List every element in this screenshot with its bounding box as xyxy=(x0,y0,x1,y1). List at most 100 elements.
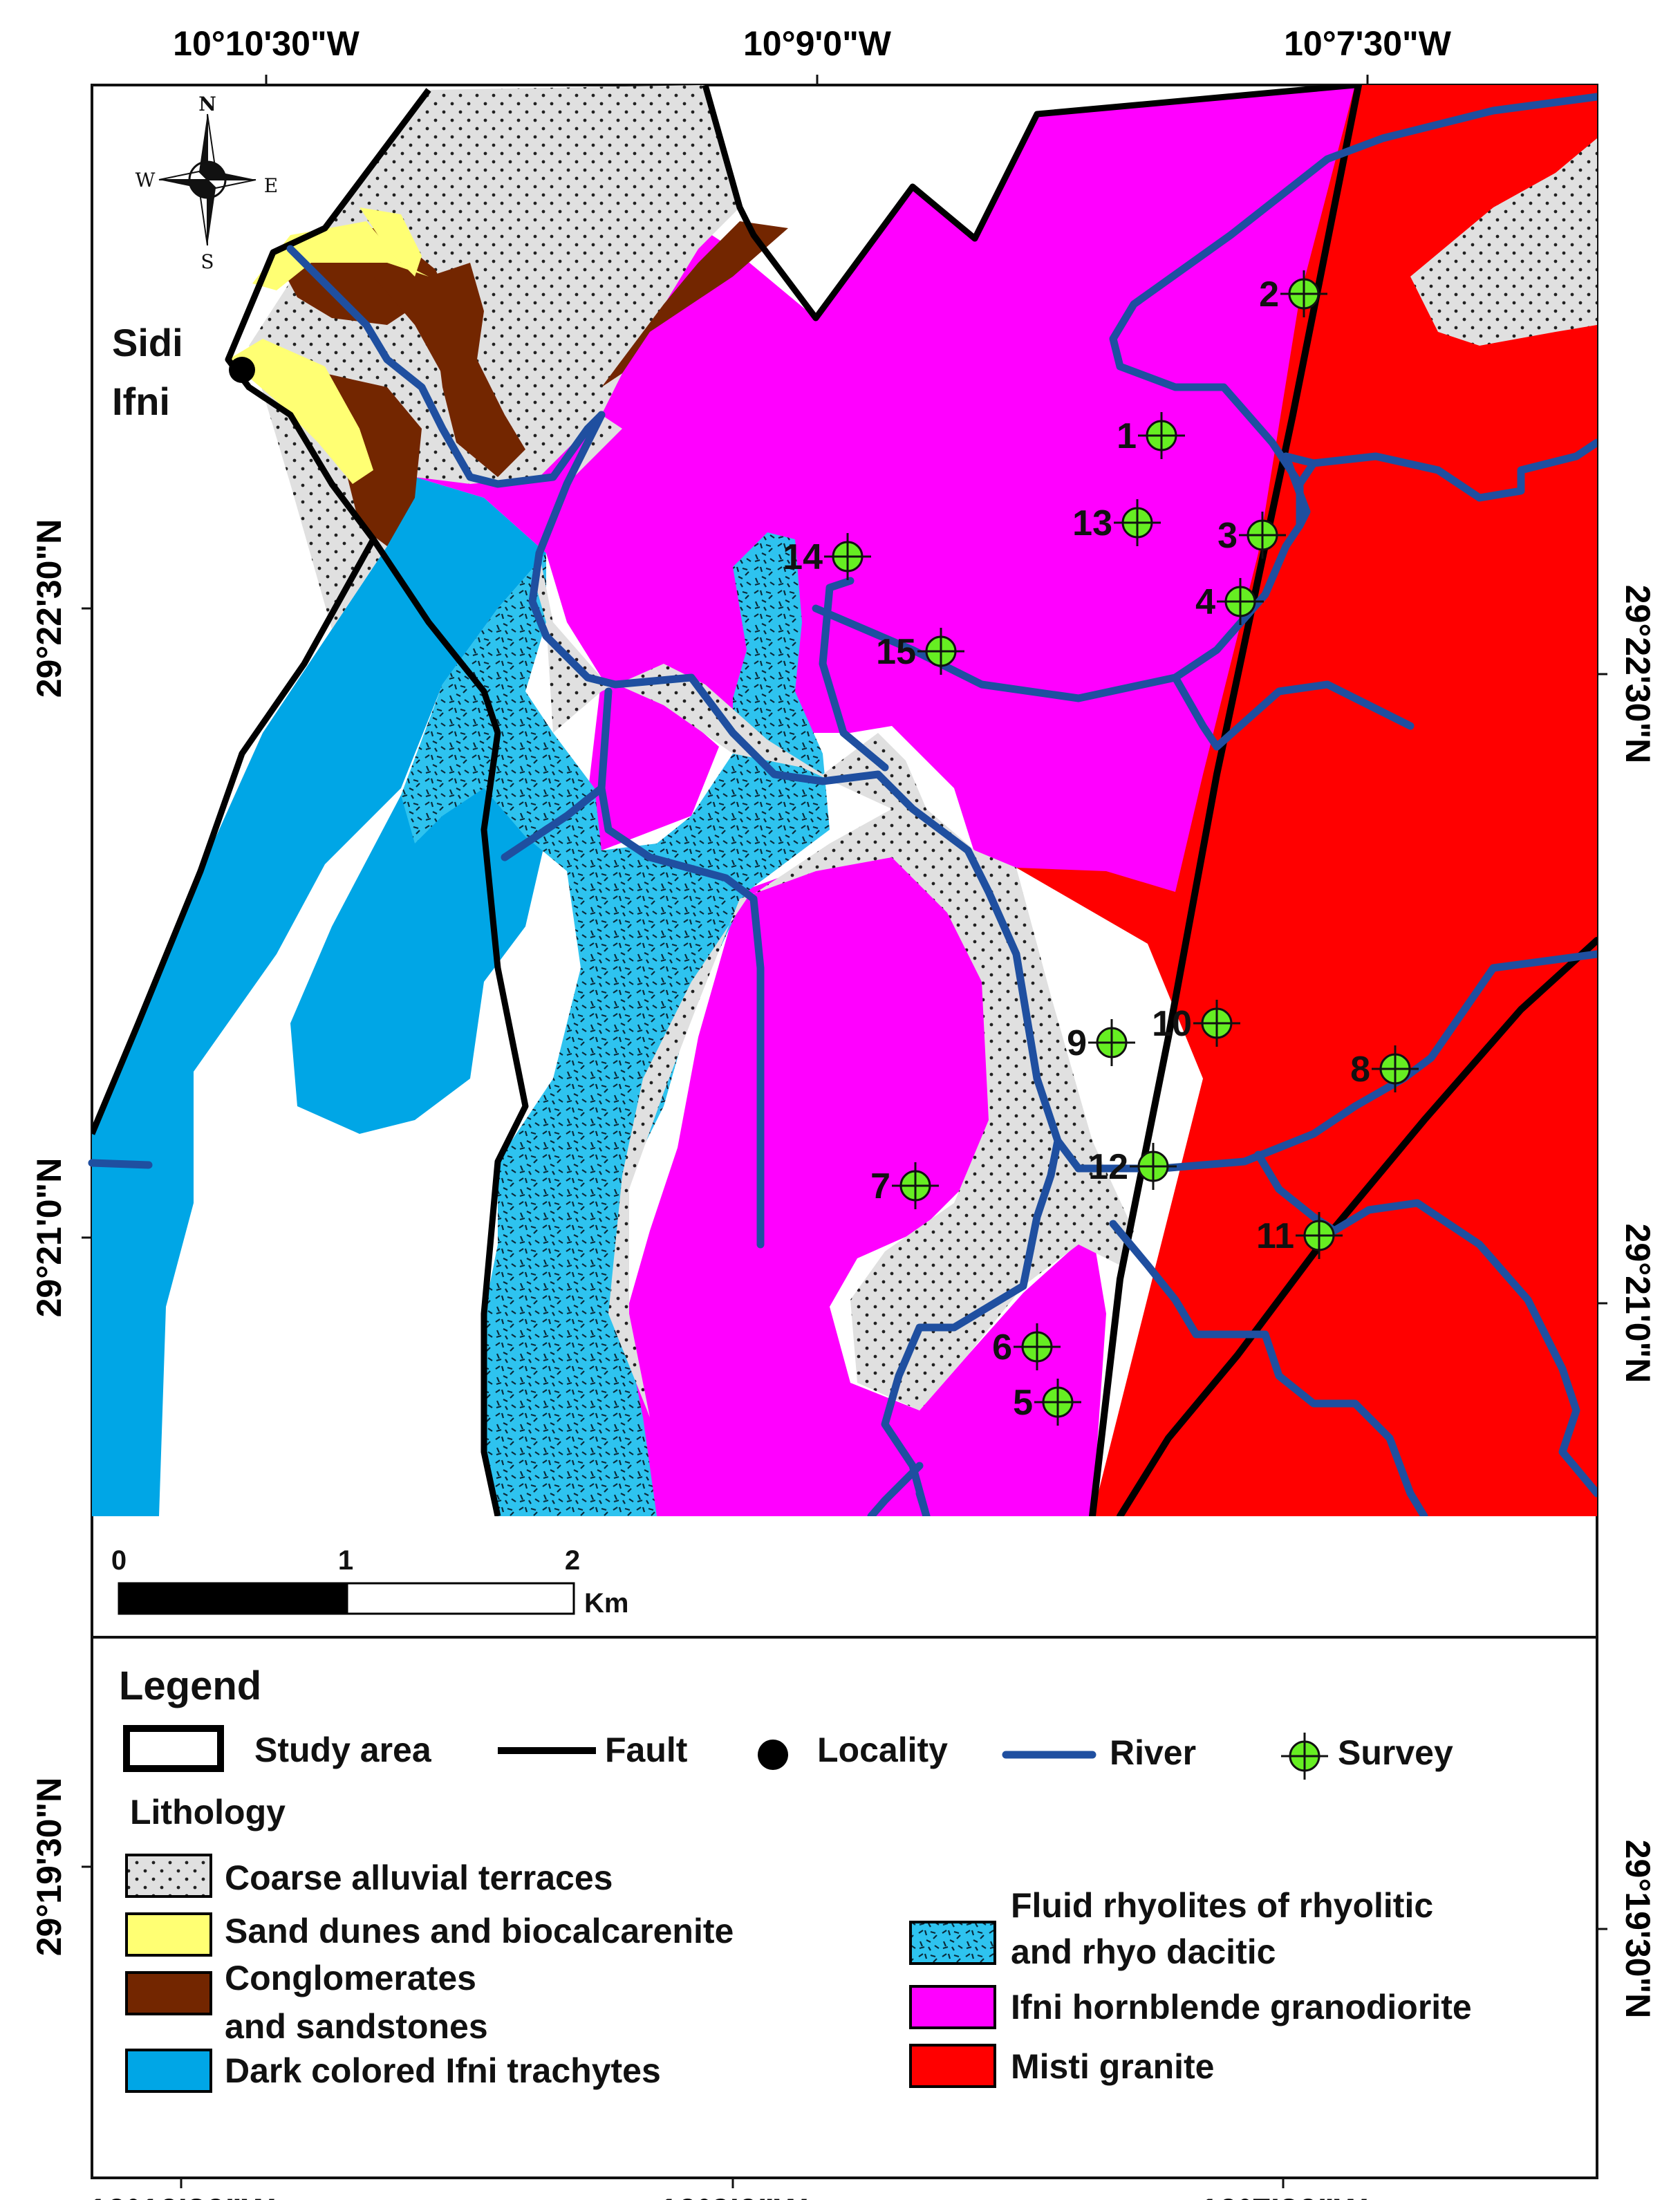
coord-left-3: 29°19'30"N xyxy=(30,1778,68,1957)
legend-label-conglomerates-2: and sandstones xyxy=(225,2007,488,2046)
legend-label-dunes: Sand dunes and biocalcarenite xyxy=(225,1912,734,1950)
unit-fluid-rhyolites xyxy=(401,532,830,1516)
legend-swatch-alluvial xyxy=(125,1854,212,1898)
coord-top-1: 10°10'30"W xyxy=(173,24,360,63)
survey-marker-11: 11 xyxy=(1256,1212,1343,1259)
river xyxy=(88,1159,153,1169)
survey-label-10: 10 xyxy=(1152,1004,1192,1044)
river xyxy=(1074,950,1597,1173)
scale-tick-0: 0 xyxy=(111,1545,127,1576)
unit-sand-dunes xyxy=(360,207,422,277)
river xyxy=(1282,452,1311,530)
survey-label-11: 11 xyxy=(1256,1216,1294,1256)
scale-tick-2: 2 xyxy=(565,1545,580,1576)
legend-label-alluvial: Coarse alluvial terraces xyxy=(225,1858,613,1897)
legend-label-trachytes: Dark colored Ifni trachytes xyxy=(225,2051,661,2090)
unit-conglomerates xyxy=(429,263,525,477)
coord-top-3: 10°7'30"W xyxy=(1284,24,1452,63)
unit-sand-dunes xyxy=(228,339,373,484)
legend-survey-label: Survey xyxy=(1338,1733,1453,1772)
river xyxy=(1109,93,1597,530)
coord-right-3: 29°19'30"N xyxy=(1618,1840,1657,2019)
coord-left-1: 29°22'30"N xyxy=(30,519,68,698)
legend-swatch-granite xyxy=(909,2044,996,2088)
river xyxy=(1282,438,1597,502)
survey-marker-5: 5 xyxy=(1013,1379,1081,1426)
survey-label-8: 8 xyxy=(1350,1050,1370,1090)
unit-misti-granite xyxy=(1016,85,1597,1516)
coord-bottom-3: 10°7'30"W xyxy=(1200,2192,1368,2200)
survey-label-14: 14 xyxy=(783,537,823,577)
survey-marker-3: 3 xyxy=(1217,512,1286,559)
legend-survey-swatch xyxy=(1281,1733,1328,1780)
survey-label-4: 4 xyxy=(1195,582,1215,622)
compass-n: N xyxy=(198,93,216,115)
legend-river-label: River xyxy=(1110,1733,1196,1772)
river xyxy=(501,687,613,861)
study-area-boundary xyxy=(329,482,529,1516)
river xyxy=(1213,680,1415,751)
legend-title: Legend xyxy=(119,1663,261,1708)
study-area-boundary xyxy=(702,85,1356,321)
survey-marker-1: 1 xyxy=(1117,412,1185,459)
river xyxy=(867,1462,924,1516)
legend-study-area-swatch xyxy=(123,1725,224,1772)
survey-marker-10: 10 xyxy=(1152,1000,1240,1047)
legend-label-rhyolites-2: and rhyo dacitic xyxy=(1011,1932,1276,1971)
coord-bottom-1: 10°10'30"W xyxy=(88,2192,274,2200)
legend-swatch-trachytes xyxy=(125,2049,212,2093)
survey-label-3: 3 xyxy=(1217,516,1238,556)
survey-marker-6: 6 xyxy=(992,1323,1061,1370)
legend-swatch-rhyolites xyxy=(909,1921,996,1965)
locality-label-line2: Ifni xyxy=(112,380,170,423)
compass-e: E xyxy=(264,174,278,197)
survey-marker-9: 9 xyxy=(1067,1019,1135,1066)
survey-label-5: 5 xyxy=(1013,1383,1033,1423)
coord-top-2: 10°9'0"W xyxy=(743,24,892,63)
river xyxy=(915,1489,931,1516)
scale-unit: Km xyxy=(584,1588,628,1619)
river xyxy=(597,784,765,1249)
river xyxy=(1296,459,1318,488)
frame-ticks xyxy=(82,75,1607,2188)
survey-label-12: 12 xyxy=(1088,1147,1128,1187)
survey-marker-13: 13 xyxy=(1072,499,1161,546)
river xyxy=(1330,1199,1597,1498)
compass-w: W xyxy=(136,169,156,192)
river xyxy=(1171,521,1304,682)
survey-marker-2: 2 xyxy=(1259,270,1327,317)
coord-bottom-2: 10°9'0"W xyxy=(659,2192,808,2200)
legend-lithology-title: Lithology xyxy=(130,1793,286,1831)
legend-swatch-granodiorite xyxy=(909,1985,996,2029)
survey-marker-15: 15 xyxy=(876,628,964,675)
locality-label-line1: Sidi xyxy=(112,321,183,364)
survey-marker-7: 7 xyxy=(870,1162,939,1209)
survey-label-1: 1 xyxy=(1117,416,1137,456)
survey-label-2: 2 xyxy=(1259,274,1279,315)
legend-study-area-label: Study area xyxy=(254,1731,432,1769)
survey-marker-12: 12 xyxy=(1088,1143,1177,1190)
river xyxy=(1054,1137,1083,1173)
unit-alluvial-terraces xyxy=(532,415,1134,1417)
survey-marker-4: 4 xyxy=(1195,578,1264,625)
survey-label-13: 13 xyxy=(1072,503,1112,543)
unit-ifni-trachytes xyxy=(92,477,546,1516)
legend-swatch-conglomerates xyxy=(125,1971,212,2015)
legend-label-rhyolites-1: Fluid rhyolites of rhyolitic xyxy=(1011,1886,1433,1925)
river xyxy=(812,604,1221,751)
scale-bar: 0 1 2 Km xyxy=(111,1545,629,1619)
legend-locality-label: Locality xyxy=(817,1731,948,1769)
coord-right-2: 29°21'0"N xyxy=(1618,1224,1657,1383)
survey-label-15: 15 xyxy=(876,632,916,672)
legend-label-conglomerates-1: Conglomerates xyxy=(225,1959,476,1997)
coord-right-1: 29°22'30"N xyxy=(1618,585,1657,764)
compass-s: S xyxy=(200,250,214,273)
unit-ifni-trachytes xyxy=(290,774,546,1134)
legend-label-granodiorite: Ifni hornblende granodiorite xyxy=(1011,1988,1472,2026)
locality-dot xyxy=(229,357,255,383)
legend-label-granite: Misti granite xyxy=(1011,2047,1214,2086)
unit-alluvial-terraces xyxy=(1410,138,1597,346)
coord-left-2: 29°21'0"N xyxy=(30,1158,68,1318)
survey-label-6: 6 xyxy=(992,1327,1012,1368)
